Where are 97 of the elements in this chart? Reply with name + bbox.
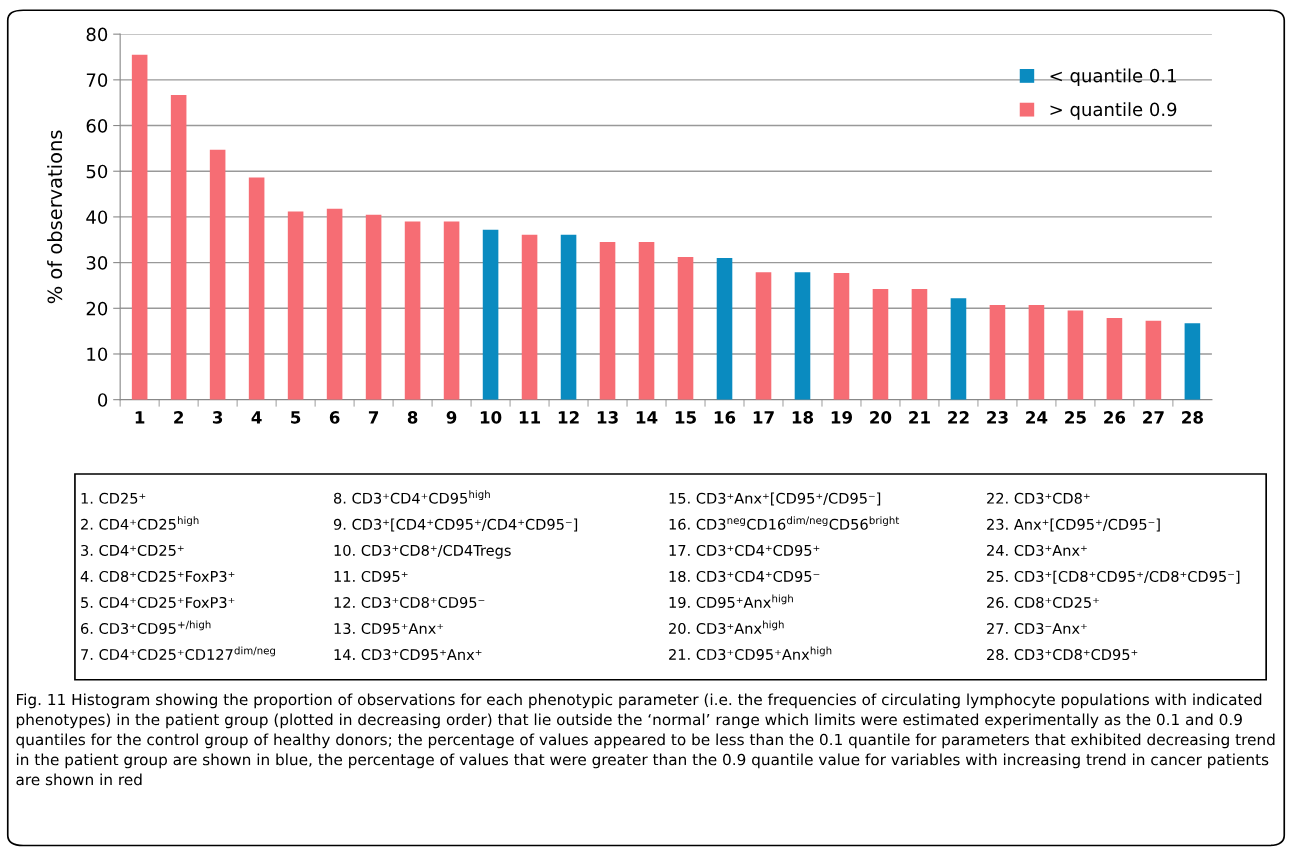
bar: [482, 229, 499, 400]
text: 22. CD3⁺CD8⁺: [987, 492, 1090, 504]
text: 26. CD8⁺CD25⁺: [987, 596, 1099, 609]
bar: [560, 234, 577, 400]
y-tick-label: 20: [86, 301, 108, 316]
bar: [365, 214, 382, 400]
y-tick-label: 0: [98, 393, 108, 407]
bar: [911, 289, 928, 400]
text: 9. CD3⁺[CD4⁺CD95⁺/CD4⁺CD95⁻]: [333, 518, 578, 532]
x-tick-label: 10: [480, 411, 502, 424]
x-tick-label: 26: [1104, 411, 1126, 424]
bar: [287, 211, 304, 400]
legend-label: < quantile 0.1: [1050, 68, 1176, 86]
x-tick-label: 25: [1065, 411, 1086, 424]
x-tick-label: 28: [1182, 411, 1203, 424]
x-tick-label: 27: [1143, 411, 1164, 424]
text: 18. CD3⁺CD4⁺CD95⁻: [669, 570, 820, 582]
text: 8. CD3⁺CD4⁺CD95$^{high}$: [333, 490, 490, 504]
x-tick-label: 12: [558, 411, 579, 424]
x-tick-label: 7: [368, 411, 379, 424]
bar: [989, 305, 1006, 400]
text: 25. CD3⁺[CD8⁺CD95⁺/CD8⁺CD95⁻]: [987, 570, 1240, 584]
text: 7. CD4⁺CD25⁺CD127$^{dim/neg}$: [81, 646, 275, 661]
bar: [638, 242, 655, 400]
text: 24. CD3⁺Anx⁺: [987, 544, 1087, 556]
x-tick-label: 22: [948, 411, 969, 424]
text: 5. CD4⁺CD25⁺FoxP3⁺: [81, 596, 235, 609]
bar: [170, 94, 187, 400]
x-tick-label: 13: [597, 411, 618, 424]
bar: [1106, 317, 1123, 400]
y-tick-label: 60: [86, 119, 108, 133]
x-tick-label: 16: [714, 411, 736, 424]
bar: [521, 234, 538, 400]
text: 17. CD3⁺CD4⁺CD95⁺: [669, 544, 820, 556]
y-tick-label: 50: [86, 164, 108, 179]
x-tick-label: 11: [519, 411, 541, 424]
text: 28. CD3⁺CD8⁺CD95⁺: [987, 649, 1138, 661]
text: 19. CD95⁺Anx$^{high}$: [669, 594, 793, 608]
legend-label: > quantile 0.9: [1050, 102, 1177, 120]
bar: [1067, 310, 1084, 400]
bar: [1184, 323, 1201, 400]
bar: [599, 242, 616, 400]
y-tick-label: 10: [87, 347, 108, 362]
y-tick-label: 40: [86, 210, 108, 225]
x-tick-label: 2: [174, 411, 183, 424]
text: 6. CD3⁺CD95$^{+/high}$: [81, 620, 211, 634]
bar: [248, 177, 265, 400]
bar: [1145, 320, 1162, 400]
text: 20. CD3⁺Anx$^{high}$: [669, 620, 784, 634]
caption: Fig. 11 Histogram showing the proportion of observations for each phenotypic parameter (i.e. the frequencies of circulating lymphocyte populations with indicated phenotypes) in the patient group (plotted in decreasing order) that lie outside the ‘normal’ range which limits were estimated experimentally as the 0.1 and 0.9 quantiles for the control group of healthy donors; the percentage of values appeared to be less than the 0.1 quantile for parameters that exhibited decreasing trend in the patient group are shown in blue, the percentage of values that were greater than the 0.9 quantile value for variables with increasing trend in cancer patients are shown in red: [16, 693, 1275, 786]
bar: [443, 221, 460, 400]
text: 15. CD3⁺Anx⁺[CD95⁺/CD95⁻]: [669, 492, 881, 506]
x-tick-label: 1: [135, 411, 145, 424]
text: 21. CD3⁺CD95⁺Anx$^{high}$: [669, 646, 832, 661]
text: 14. CD3⁺CD95⁺Anx⁺: [334, 649, 482, 661]
bar: [1028, 305, 1045, 400]
x-tick-label: 20: [870, 411, 892, 424]
text: 1. CD25⁺: [81, 492, 146, 504]
text: 12. CD3⁺CD8⁺CD95⁻: [334, 596, 485, 609]
x-tick-label: 9: [446, 411, 457, 424]
text: 2. CD4⁺CD25$^{high}$: [81, 516, 199, 530]
text: 13. CD95⁺Anx⁺: [334, 623, 444, 635]
y-axis-title: % of observations: [47, 130, 63, 304]
text: 23. Anx⁺[CD95⁺/CD95⁻]: [987, 518, 1160, 532]
bar: [950, 298, 967, 400]
bar: [755, 272, 772, 400]
bar: [794, 272, 811, 400]
text: 4. CD8⁺CD25⁺FoxP3⁺: [80, 570, 235, 582]
bar: [716, 258, 733, 400]
x-tick-label: 14: [636, 411, 658, 424]
text: 27. CD3⁻Anx⁺: [987, 623, 1087, 635]
bar: [677, 257, 694, 400]
bar: [209, 149, 226, 400]
bar: [131, 54, 148, 400]
x-tick-label: 18: [792, 411, 814, 424]
bar: [872, 289, 889, 400]
y-tick-label: 30: [86, 256, 108, 270]
x-tick-label: 6: [329, 411, 340, 424]
x-tick-label: 21: [909, 411, 930, 424]
x-tick-label: 3: [212, 411, 223, 424]
text: 11. CD95⁺: [334, 570, 408, 582]
x-tick-label: 15: [675, 411, 696, 424]
bar: [404, 221, 421, 400]
x-tick-label: 19: [831, 411, 853, 424]
x-tick-label: 24: [1026, 411, 1048, 424]
text: 16. CD3$^{neg}$CD16$^{dim/neg}$CD56$^{bright}$: [669, 516, 900, 530]
bar: [833, 273, 850, 400]
x-tick-label: 17: [753, 411, 774, 424]
x-tick-label: 4: [251, 411, 262, 424]
x-tick-label: 8: [407, 411, 418, 424]
text: 3. CD4⁺CD25⁺: [81, 544, 184, 556]
y-tick-label: 70: [86, 73, 108, 87]
y-tick-label: 80: [86, 27, 108, 42]
x-tick-label: 5: [291, 411, 301, 424]
bar: [326, 208, 343, 400]
text: 10. CD3⁺CD8⁺/CD4Tregs: [334, 544, 511, 559]
x-tick-label: 23: [987, 411, 1008, 424]
